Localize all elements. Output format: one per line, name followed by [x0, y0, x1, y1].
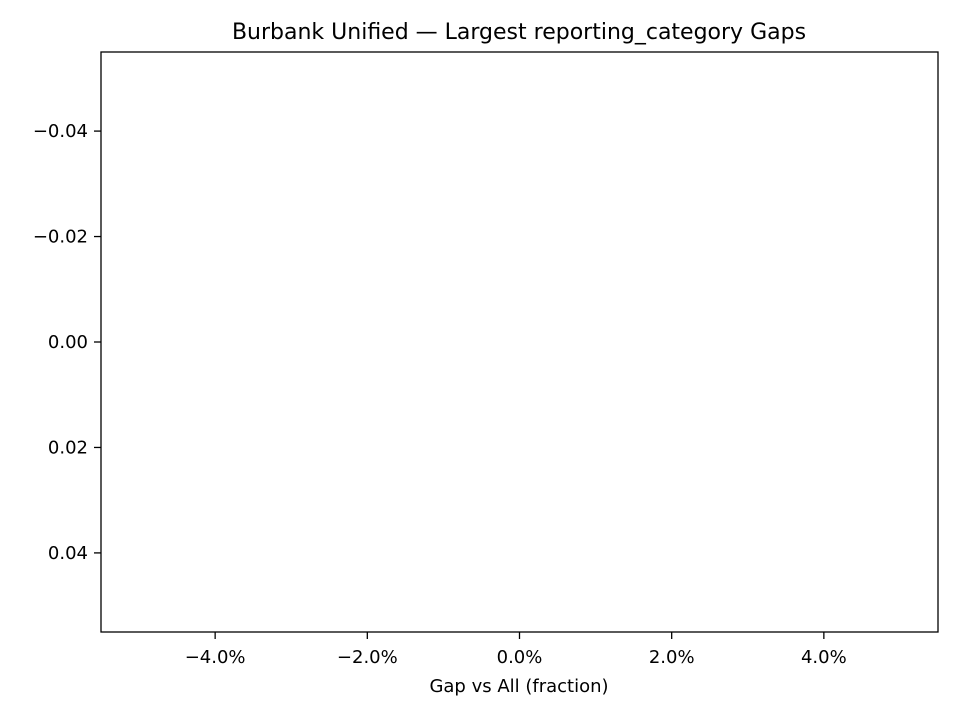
y-tick-label: 0.04 — [48, 543, 88, 564]
chart-title: Burbank Unified — Largest reporting_cate… — [232, 20, 806, 45]
x-tick-label: 0.0% — [497, 647, 543, 668]
x-tick-label: 2.0% — [649, 647, 695, 668]
x-tick-label: 4.0% — [801, 647, 847, 668]
x-tick-label: −2.0% — [337, 647, 398, 668]
x-axis-label: Gap vs All (fraction) — [429, 676, 608, 697]
y-tick-label: −0.04 — [33, 121, 88, 142]
y-tick-label: 0.02 — [48, 437, 88, 458]
plot-area — [100, 51, 939, 633]
y-tick-label: −0.02 — [33, 227, 88, 248]
y-axis: −0.04 −0.02 0.00 0.02 0.04 — [33, 121, 101, 564]
y-tick-label: 0.00 — [48, 332, 88, 353]
x-axis: −4.0% −2.0% 0.0% 2.0% 4.0% — [185, 632, 847, 668]
x-tick-label: −4.0% — [185, 647, 246, 668]
